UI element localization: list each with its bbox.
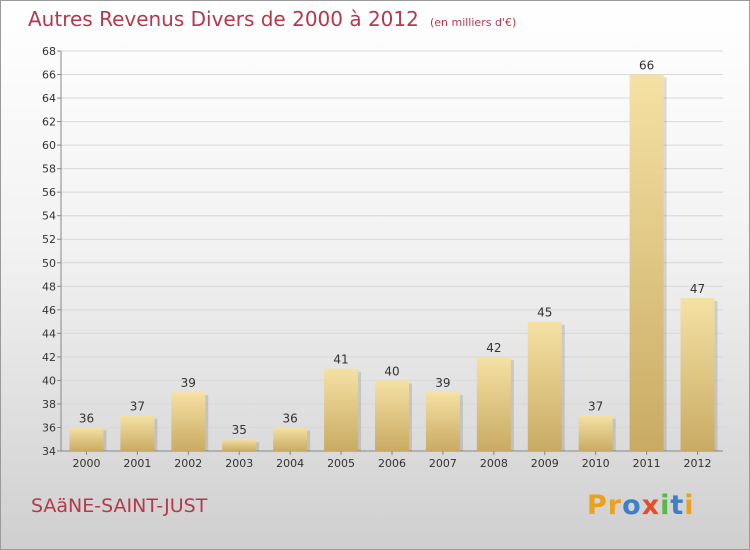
data-label: 39 bbox=[181, 376, 196, 390]
y-tick-label: 58 bbox=[42, 163, 56, 176]
y-tick-label: 60 bbox=[42, 139, 56, 152]
data-label: 45 bbox=[537, 306, 552, 320]
x-tick-label: 2006 bbox=[378, 457, 406, 470]
y-tick-label: 68 bbox=[42, 45, 56, 58]
logo-letter: r bbox=[607, 490, 623, 521]
logo-letter: P bbox=[587, 490, 608, 521]
bar bbox=[527, 321, 562, 451]
bar bbox=[120, 415, 155, 451]
data-label: 41 bbox=[333, 353, 348, 367]
y-tick-label: 44 bbox=[42, 327, 56, 340]
data-label: 35 bbox=[232, 423, 247, 437]
data-labels: 36 37 39 35 36 41 40 39 42 45 37 66 47 bbox=[79, 59, 705, 438]
x-tick-label: 2010 bbox=[582, 457, 610, 470]
y-tick-label: 52 bbox=[42, 233, 56, 246]
data-label: 36 bbox=[79, 411, 94, 425]
bars bbox=[69, 74, 718, 451]
x-tick-label: 2003 bbox=[225, 457, 253, 470]
bar bbox=[680, 298, 715, 451]
bar bbox=[69, 427, 104, 451]
x-tick-label: 2011 bbox=[633, 457, 661, 470]
data-label: 66 bbox=[639, 59, 654, 73]
y-tick-label: 38 bbox=[42, 398, 56, 411]
chart-title: Autres Revenus Divers de 2000 à 2012 (en… bbox=[28, 7, 516, 31]
bar bbox=[375, 380, 409, 451]
chart-title-text: Autres Revenus Divers de 2000 à 2012 bbox=[28, 7, 419, 31]
y-tick-label: 64 bbox=[42, 92, 56, 105]
x-tick-label: 2007 bbox=[429, 457, 457, 470]
y-tick-label: 36 bbox=[42, 421, 56, 434]
logo-letter: x bbox=[641, 490, 661, 521]
data-label: 37 bbox=[130, 400, 145, 414]
bar bbox=[324, 368, 359, 451]
bar bbox=[629, 74, 664, 451]
x-tick-label: 2009 bbox=[531, 457, 559, 470]
y-tick-label: 50 bbox=[42, 257, 56, 270]
bar bbox=[476, 356, 511, 451]
y-tick-label: 42 bbox=[42, 351, 56, 364]
data-label: 39 bbox=[435, 376, 450, 390]
y-tick-label: 40 bbox=[42, 374, 56, 387]
data-label: 36 bbox=[283, 411, 298, 425]
commune-name: SAäNE-SAINT-JUST bbox=[31, 495, 208, 517]
x-tick-label: 2005 bbox=[327, 457, 355, 470]
y-tick-label: 46 bbox=[42, 304, 56, 317]
chart-subtitle: (en milliers d'€) bbox=[429, 16, 517, 29]
y-tick-label: 62 bbox=[42, 116, 56, 129]
y-tick-label: 66 bbox=[42, 69, 56, 82]
proxiti-logo: Proxiti bbox=[587, 490, 695, 521]
data-label: 42 bbox=[486, 341, 501, 355]
logo-letter: t bbox=[670, 490, 685, 521]
bar bbox=[578, 415, 613, 451]
bar bbox=[425, 392, 460, 451]
bar bbox=[222, 439, 257, 451]
x-tick-label: 2001 bbox=[123, 457, 151, 470]
data-label: 40 bbox=[384, 364, 399, 378]
x-tick-label: 2012 bbox=[684, 457, 712, 470]
x-tick-labels: 2000 2001 2002 2003 2004 2005 2006 2007 2008 2009… bbox=[72, 451, 712, 470]
bar bbox=[171, 392, 206, 451]
x-tick-label: 2000 bbox=[72, 457, 100, 470]
bar bbox=[273, 427, 308, 451]
y-tick-label: 48 bbox=[42, 280, 56, 293]
x-tick-label: 2008 bbox=[480, 457, 508, 470]
logo-letter: i bbox=[684, 490, 695, 521]
y-tick-label: 56 bbox=[42, 186, 56, 199]
y-tick-labels: 34 36 38 40 42 44 46 48 50 52 54 56 58 60 62 64 66 68 bbox=[42, 45, 56, 458]
data-label: 37 bbox=[588, 400, 603, 414]
x-tick-label: 2004 bbox=[276, 457, 304, 470]
logo-letter: o bbox=[622, 490, 642, 521]
logo-letter: i bbox=[660, 490, 671, 521]
data-label: 47 bbox=[690, 282, 705, 296]
y-tick-label: 34 bbox=[42, 445, 56, 458]
x-tick-label: 2002 bbox=[174, 457, 202, 470]
y-tick-label: 54 bbox=[42, 210, 56, 223]
